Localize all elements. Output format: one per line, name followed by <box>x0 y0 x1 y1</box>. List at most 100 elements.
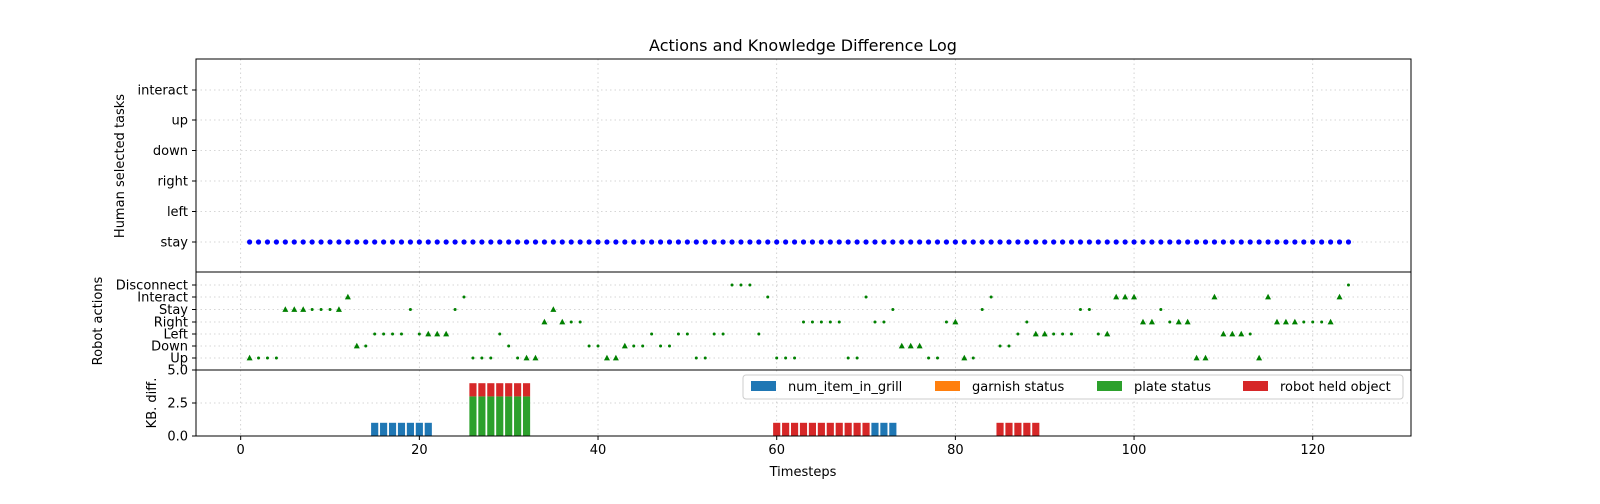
kb-bar-robot-held-object <box>522 383 531 397</box>
robot-action-dot <box>257 356 261 360</box>
robot-action-triangle <box>1327 318 1334 325</box>
kb-bar-plate-status <box>469 396 477 436</box>
kb-bar-robot-held-object <box>487 383 495 397</box>
legend-label-robot-held-object: robot held object <box>1280 380 1391 395</box>
kb-bar-num-item-in-grill <box>397 422 406 436</box>
robot-action-triangle <box>907 342 914 349</box>
human-task-point <box>425 239 431 245</box>
robot-action-triangle <box>1175 318 1182 325</box>
human-task-point <box>488 239 494 245</box>
robot-action-dot <box>328 308 332 311</box>
robot-action-dot <box>828 320 832 324</box>
human-task-point <box>586 239 592 245</box>
human-task-point <box>559 239 565 245</box>
human-task-point <box>720 239 726 245</box>
legend-swatch-num-item-in-grill <box>751 381 776 391</box>
human-task-point <box>970 239 976 245</box>
human-task-point <box>783 239 789 245</box>
robot-action-triangle <box>1202 354 1209 361</box>
human-task-point <box>1176 239 1182 245</box>
robot-action-dot <box>453 308 457 311</box>
human-task-point <box>988 239 994 245</box>
human-task-point <box>1051 239 1057 245</box>
robot-action-dot <box>685 332 689 336</box>
robot-action-triangle <box>282 306 289 312</box>
human-task-point <box>416 239 422 245</box>
p1-ytick-label-stay: stay <box>160 236 188 251</box>
robot-action-triangle <box>1211 293 1218 300</box>
robot-action-dot <box>471 356 475 360</box>
human-task-point <box>1202 239 1209 245</box>
robot-action-dot <box>462 295 466 299</box>
robot-action-triangle <box>1148 318 1155 325</box>
robot-action-dot <box>569 320 573 324</box>
robot-action-dot <box>757 332 761 336</box>
robot-action-dot <box>864 295 868 299</box>
human-task-point <box>577 239 583 245</box>
robot-action-triangle <box>1273 318 1280 325</box>
human-task-point <box>747 239 753 245</box>
human-task-point <box>899 239 905 245</box>
kb-bar-robot-held-object <box>782 422 790 436</box>
human-task-point <box>389 239 396 245</box>
kb-bar-robot-held-object <box>496 383 504 397</box>
robot-action-triangle <box>335 306 342 312</box>
robot-action-triangle <box>916 342 923 349</box>
human-task-point <box>961 239 967 245</box>
robot-action-dot <box>703 356 707 360</box>
robot-action-dot <box>775 356 779 360</box>
human-task-point <box>506 239 512 245</box>
kb-bar-robot-held-object <box>505 383 513 397</box>
p2-ytick-label-down: Down <box>151 340 188 355</box>
kb-bar-num-item-in-grill <box>424 422 432 436</box>
human-task-point <box>1015 239 1021 245</box>
robot-action-triangle <box>300 306 307 312</box>
human-task-point <box>1006 239 1012 245</box>
robot-action-dot <box>1096 332 1100 336</box>
robot-action-triangle <box>898 342 905 349</box>
xtick-label: 120 <box>1300 443 1325 458</box>
kb-bar-robot-held-object <box>808 422 817 436</box>
p1-ytick-label-interact: interact <box>137 84 188 99</box>
human-task-point <box>568 239 574 245</box>
human-task-point <box>925 239 932 245</box>
human-task-point <box>649 239 655 245</box>
human-task-point <box>1229 239 1235 245</box>
robot-action-triangle <box>532 354 539 361</box>
p1-ytick-label-left: left <box>167 205 188 220</box>
human-task-point <box>1068 239 1075 245</box>
robot-action-triangle <box>541 318 548 325</box>
robot-action-triangle <box>1229 330 1236 337</box>
robot-action-dot <box>399 332 403 336</box>
human-task-point <box>309 239 315 245</box>
robot-action-triangle <box>1256 354 1263 361</box>
human-task-point <box>1301 239 1307 245</box>
human-task-point <box>640 239 646 245</box>
kb-bar-robot-held-object <box>817 422 825 436</box>
robot-action-dot <box>998 344 1002 348</box>
human-task-point <box>1327 239 1334 245</box>
robot-action-dot <box>980 308 984 311</box>
human-task-point <box>1283 239 1289 245</box>
robot-action-triangle <box>1238 330 1245 337</box>
human-task-point <box>255 239 262 245</box>
robot-action-triangle <box>961 354 968 361</box>
robot-action-triangle <box>246 354 253 361</box>
robot-action-dot <box>596 344 600 348</box>
xtick-label: 80 <box>947 443 964 458</box>
human-task-point <box>273 239 280 245</box>
kb-bar-robot-held-object <box>469 383 477 397</box>
human-task-point <box>845 239 851 245</box>
kb-bar-num-item-in-grill <box>406 422 414 436</box>
robot-action-dot <box>882 320 886 324</box>
p2-ytick-label-disconnect: Disconnect <box>116 279 188 294</box>
p2-ytick-label-up: Up <box>170 352 188 367</box>
human-task-point <box>1274 239 1280 245</box>
human-task-point <box>631 239 637 245</box>
robot-action-triangle <box>1336 293 1343 300</box>
human-task-point <box>622 239 628 245</box>
kb-bar-robot-held-object <box>1005 422 1013 436</box>
legend-label-garnish-status: garnish status <box>972 380 1065 395</box>
human-task-point <box>1095 239 1101 245</box>
